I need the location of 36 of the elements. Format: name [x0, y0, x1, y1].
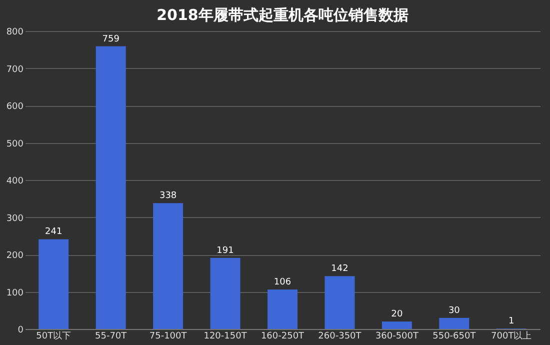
data-label: 191 — [216, 246, 234, 256]
bar — [96, 46, 126, 329]
data-label: 1 — [508, 316, 514, 327]
y-tick-label: 400 — [6, 176, 24, 186]
x-tick-label: 75-100T — [149, 332, 188, 342]
x-tick-label: 700T以上 — [491, 330, 532, 342]
data-label: 338 — [159, 191, 177, 202]
data-label: 142 — [331, 264, 348, 274]
data-label: 106 — [274, 278, 292, 288]
bar — [38, 239, 69, 329]
bar — [439, 318, 470, 329]
data-label: 30 — [448, 306, 460, 316]
y-tick-label: 300 — [6, 214, 24, 224]
y-tick-label: 0 — [18, 326, 24, 336]
data-label: 241 — [45, 227, 62, 238]
y-tick-label: 600 — [6, 102, 24, 112]
x-tick-label: 50T以下 — [36, 330, 72, 342]
bar — [153, 203, 184, 329]
bar — [382, 322, 412, 329]
x-tick-label: 550-650T — [432, 332, 476, 342]
x-tick-label: 120-150T — [204, 332, 248, 342]
x-tick-label: 360-500T — [375, 332, 419, 342]
y-tick-label: 800 — [6, 28, 24, 38]
y-tick-label: 100 — [6, 288, 24, 298]
y-tick-label: 700 — [6, 64, 24, 75]
x-tick-label: 55-70T — [95, 332, 128, 342]
data-label: 759 — [102, 34, 120, 44]
bar — [210, 258, 240, 329]
chart-title: 2018年履带式起重机各吨位销售数据 — [156, 6, 408, 24]
bar — [324, 276, 355, 329]
x-tick-label: 260-350T — [318, 332, 362, 342]
x-tick-label: 160-250T — [260, 332, 305, 342]
y-tick-label: 500 — [6, 139, 24, 150]
y-tick-label: 200 — [6, 251, 24, 261]
bar — [268, 290, 298, 329]
data-label: 20 — [391, 310, 403, 320]
